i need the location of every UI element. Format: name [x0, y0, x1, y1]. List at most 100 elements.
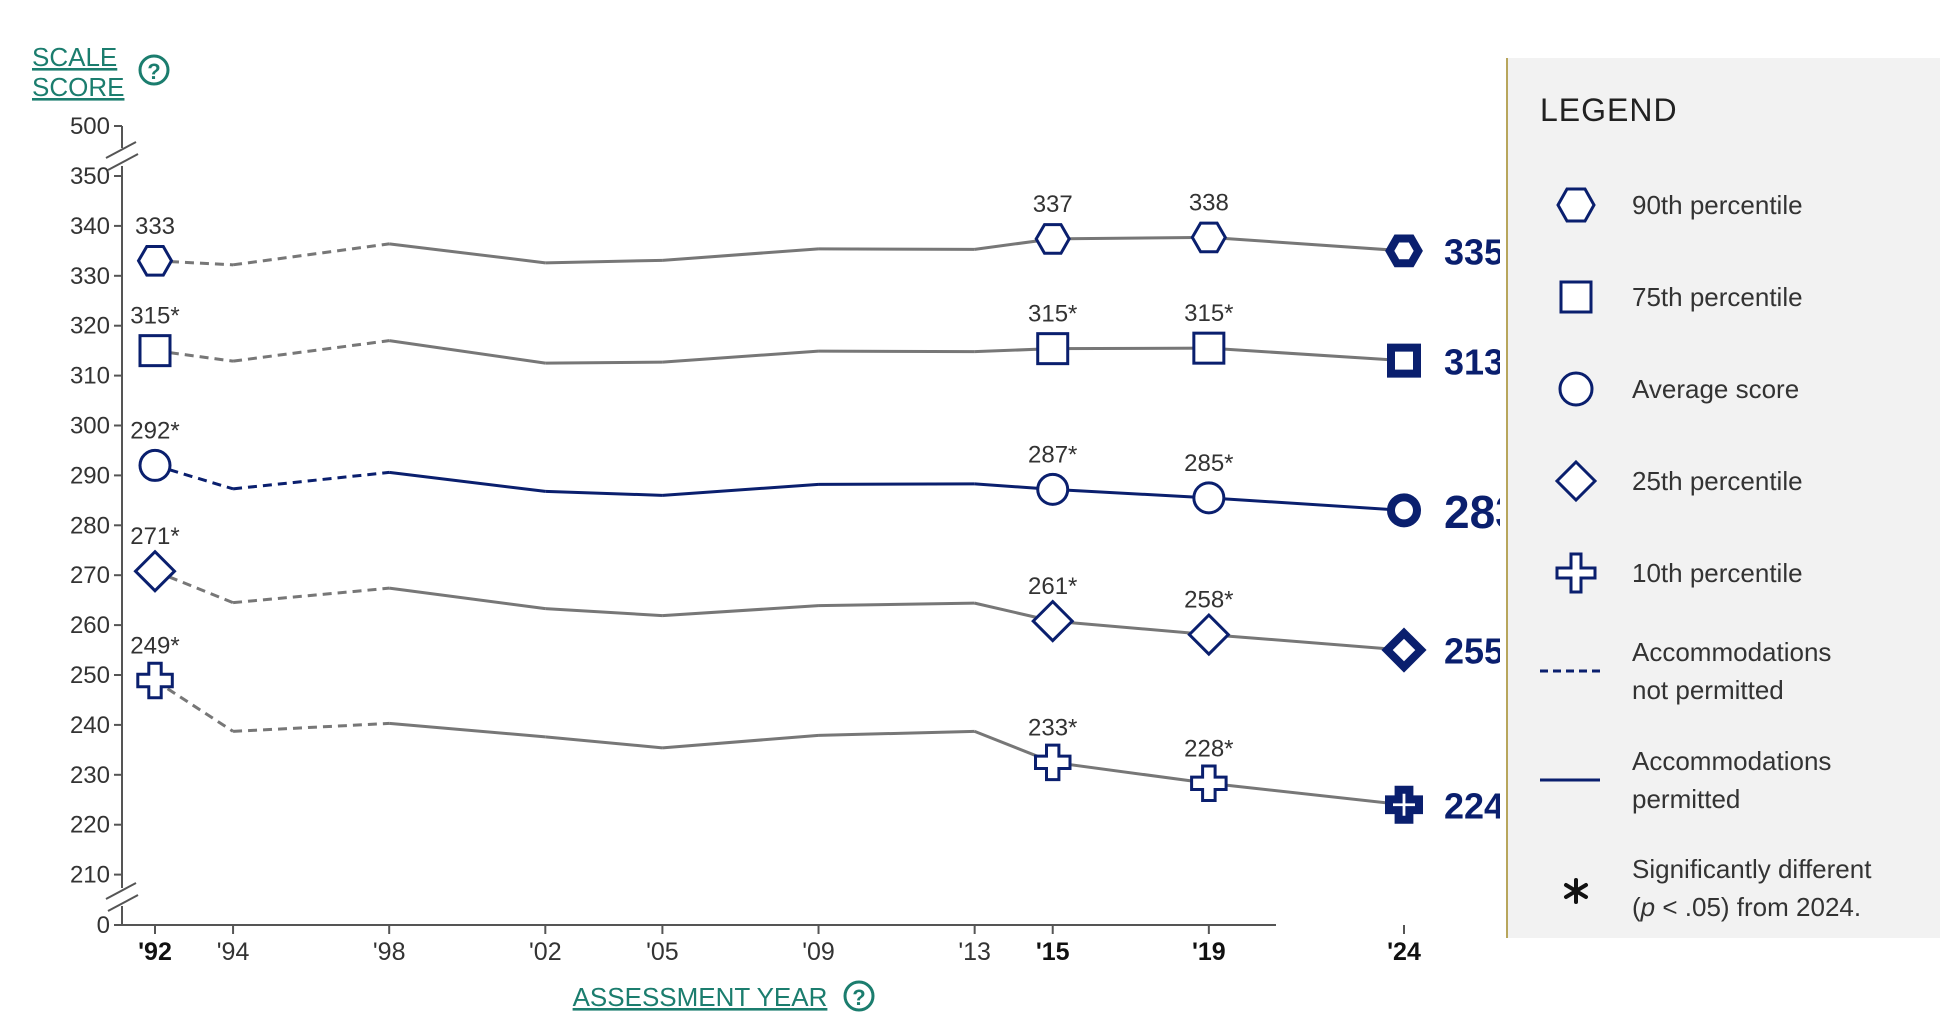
cross-marker	[136, 661, 174, 700]
series-line	[818, 729, 975, 737]
series-line	[389, 242, 546, 265]
y-tick-label: 0	[97, 912, 110, 939]
break-stroke	[105, 882, 137, 900]
series-line	[818, 601, 975, 608]
series-line	[545, 735, 663, 750]
x-tick-label: '13	[958, 938, 991, 966]
square-marker	[1192, 331, 1226, 365]
legend-label: Significantly different (p < .05) from 20…	[1632, 854, 1872, 922]
y-axis-title-line2[interactable]: SCORE	[32, 72, 124, 102]
cross-icon	[1555, 552, 1597, 594]
series-line	[1208, 235, 1405, 253]
y-tick-label: 250	[70, 662, 110, 689]
y-axis: 0 210 220 230 240 250 260 270 280 290 300 310 320 330…	[70, 113, 139, 939]
series-line	[662, 604, 819, 618]
y-tick-label: 210	[70, 862, 110, 889]
diamond-icon	[1554, 459, 1598, 503]
legend-item-significance: Significantly different (p < .05) from 20…	[1508, 848, 1940, 928]
y-tick-label: 220	[70, 812, 110, 839]
series-line	[388, 586, 546, 611]
y-axis-break-bottom	[105, 882, 139, 912]
point-value-label: 228*	[1184, 735, 1233, 762]
series-25th-percentile: 271* 261* 258* 255	[130, 523, 1500, 673]
y-tick-label: 300	[70, 413, 110, 440]
series-line	[545, 489, 663, 497]
x-axis-title[interactable]: ASSESSMENT YEAR	[573, 982, 828, 1012]
x-tick-label: '98	[373, 938, 406, 966]
circle-icon	[1558, 371, 1594, 407]
x-tick-label: '92	[138, 938, 172, 966]
y-tick-label: 310	[70, 363, 110, 390]
series-line	[388, 339, 546, 365]
y-axis-title-line1[interactable]: SCALE	[32, 42, 117, 72]
x-tick-label: '24	[1387, 938, 1421, 966]
trend-chart: SCALE SCORE ? 0 210 220 230 240 250 260 270 280 2…	[32, 42, 1500, 1012]
series-10th-percentile: 249* 233* 228* 224	[130, 632, 1500, 826]
series-line-dashed	[232, 586, 390, 605]
series-line-dashed	[154, 463, 234, 491]
series-line	[1052, 760, 1210, 785]
end-value-label: 255	[1444, 631, 1500, 672]
circle-marker	[1036, 472, 1070, 506]
point-value-label: 337	[1033, 191, 1073, 218]
x-tick-label: '05	[646, 938, 679, 966]
point-value-label: 315*	[130, 303, 179, 330]
y-tick-label: 500	[70, 113, 110, 140]
point-value-label: 315*	[1028, 301, 1077, 328]
y-tick-label: 230	[70, 762, 110, 789]
series-line	[1208, 633, 1405, 652]
circle-marker	[138, 448, 172, 482]
asterisk-icon	[1564, 878, 1588, 904]
legend-panel: LEGEND 90th percentile 75th percentile A…	[1506, 58, 1940, 938]
legend-label: 10th percentile	[1632, 558, 1803, 588]
circle-marker	[1387, 493, 1421, 528]
series-line	[1052, 619, 1209, 637]
y-tick-label: 330	[70, 263, 110, 290]
point-value-label: 261*	[1028, 573, 1077, 600]
series-line	[662, 733, 819, 750]
x-help-glyph: ?	[852, 985, 865, 1010]
y-tick-label: 240	[70, 712, 110, 739]
series-average-score: 292* 287* 285* 283	[130, 417, 1500, 537]
legend-item-25th: 25th percentile	[1508, 441, 1940, 521]
series-line	[545, 258, 663, 265]
legend-label: Accommodations permitted	[1632, 746, 1832, 814]
point-value-label: 292*	[130, 417, 179, 444]
series-line	[545, 360, 663, 365]
y-axis-help-icon[interactable]: ?	[138, 54, 170, 86]
series-line	[1052, 235, 1209, 241]
legend-label: 75th percentile	[1632, 282, 1803, 312]
square-marker	[138, 334, 172, 368]
circle-marker	[1192, 481, 1226, 515]
series-line	[662, 247, 819, 262]
point-value-label: 285*	[1184, 450, 1233, 477]
break-stroke	[105, 141, 137, 159]
series-75th-percentile: 315* 315* 315* 313	[130, 300, 1500, 382]
break-stroke	[107, 894, 139, 912]
legend-item-permitted: Accommodations permitted	[1508, 740, 1940, 820]
x-tick-label: '94	[217, 938, 250, 966]
legend-label: Average score	[1632, 374, 1800, 404]
hexagon-marker	[1385, 234, 1423, 268]
hexagon-icon	[1556, 187, 1596, 223]
point-value-label: 249*	[130, 632, 179, 659]
series-line	[1208, 346, 1405, 363]
cross-marker	[1385, 785, 1423, 824]
series-line	[662, 482, 819, 497]
y-tick-label: 320	[70, 313, 110, 340]
series-line-dashed	[232, 721, 390, 733]
legend-item-75th: 75th percentile	[1508, 257, 1940, 337]
x-axis: '92 '94 '98 '02 '05 '09 '13 '15 '19 '24	[122, 924, 1421, 966]
diamond-marker	[133, 549, 177, 593]
dashed-line-icon	[1540, 669, 1600, 673]
series-line	[389, 470, 546, 493]
x-axis-help-icon[interactable]: ?	[843, 980, 875, 1012]
point-value-label: 338	[1189, 189, 1229, 216]
hexagon-marker	[136, 245, 174, 277]
legend-label: Accommodations not permitted	[1632, 637, 1832, 705]
series-line-dashed	[154, 259, 234, 267]
square-marker	[1387, 343, 1421, 378]
legend-label: 90th percentile	[1632, 190, 1803, 220]
end-value-label: 313	[1444, 341, 1500, 382]
